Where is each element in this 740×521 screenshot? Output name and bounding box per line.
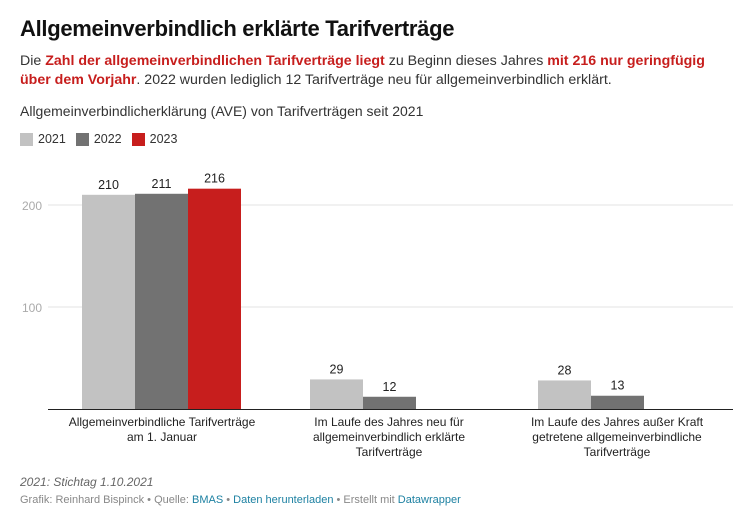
legend-label: 2023 bbox=[149, 132, 178, 146]
download-data-link[interactable]: Daten herunterladen bbox=[233, 494, 334, 506]
legend: 2021 2022 2023 bbox=[20, 132, 177, 146]
data-label: 28 bbox=[558, 363, 572, 377]
chart-footer: Grafik: Reinhard Bispinck • Quelle: BMAS… bbox=[20, 494, 461, 506]
legend-swatch bbox=[20, 132, 33, 146]
legend-label: 2021 bbox=[38, 132, 66, 146]
data-label: 12 bbox=[383, 380, 397, 394]
legend-item-2021: 2021 bbox=[20, 132, 66, 146]
y-tick-label: 100 bbox=[22, 301, 42, 315]
x-category-label: Tarifverträge bbox=[584, 445, 651, 459]
chart-description: Die Zahl der allgemeinverbindlichen Tari… bbox=[20, 52, 735, 90]
bar-2021-0 bbox=[82, 194, 135, 409]
x-category-label: Im Laufe des Jahres außer Kraft bbox=[531, 415, 704, 429]
separator: • bbox=[223, 494, 234, 506]
x-category-label: getretene allgemeinverbindliche bbox=[532, 430, 702, 444]
legend-label: 2022 bbox=[93, 132, 122, 146]
description-text: . 2022 wurden lediglich 12 Tarifverträge… bbox=[136, 72, 612, 88]
x-category-label: Im Laufe des Jahres neu für bbox=[314, 415, 463, 429]
credit-text: Grafik: Reinhard Bispinck • Quelle: bbox=[20, 494, 192, 506]
created-with-text: • Erstellt mit bbox=[333, 494, 398, 506]
data-label: 13 bbox=[611, 379, 625, 393]
chart-title: Allgemeinverbindlich erklärte Tarifvertr… bbox=[20, 16, 455, 41]
chart-subtitle: Allgemeinverbindlicherklärung (AVE) von … bbox=[20, 103, 424, 119]
x-category-label: Tarifverträge bbox=[356, 445, 423, 459]
data-label: 216 bbox=[204, 172, 225, 186]
x-category-label: Allgemeinverbindliche Tarifverträge bbox=[69, 415, 256, 429]
legend-swatch bbox=[75, 132, 89, 146]
bar-chart: 100 200 210 29 28 211 12 13 216 Allgemeinverbindl… bbox=[22, 172, 733, 459]
source-link[interactable]: BMAS bbox=[191, 494, 224, 506]
description-text: Die bbox=[20, 53, 46, 69]
description-text: zu Beginn dieses Jahres bbox=[384, 53, 548, 69]
highlight-text: mit 216 nur geringfügig über dem Vorjahr bbox=[20, 53, 705, 88]
data-label: 211 bbox=[152, 177, 172, 191]
legend-item-2022: 2022 bbox=[75, 132, 122, 146]
x-category-label: allgemeinverbindlich erklärte bbox=[313, 430, 465, 444]
datawrapper-link[interactable]: Datawrapper bbox=[397, 494, 461, 506]
bar-2021-2 bbox=[538, 380, 591, 409]
bar-2022-0 bbox=[135, 193, 188, 409]
bar-2022-2 bbox=[591, 395, 644, 409]
legend-swatch bbox=[131, 132, 145, 146]
highlight-text: Zahl der allgemeinverbindlichen Tarifver… bbox=[45, 53, 385, 69]
x-category-label: am 1. Januar bbox=[127, 430, 197, 444]
bar-2021-1 bbox=[310, 379, 363, 409]
chart-note: 2021: Stichtag 1.10.2021 bbox=[20, 475, 154, 489]
data-label: 29 bbox=[330, 362, 344, 376]
bar-2023-0 bbox=[188, 188, 241, 409]
legend-item-2023: 2023 bbox=[131, 132, 178, 146]
bar-2022-1 bbox=[363, 396, 416, 409]
data-label: 210 bbox=[98, 178, 119, 192]
y-tick-label: 200 bbox=[22, 199, 42, 213]
